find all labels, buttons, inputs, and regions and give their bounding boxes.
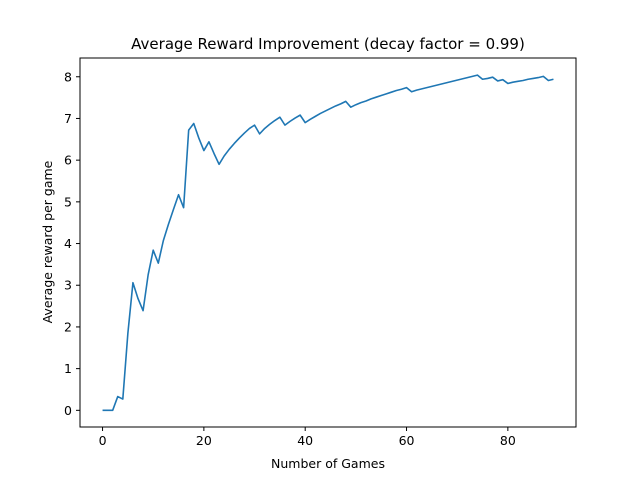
x-axis: 0 20 40 60 80 [99,427,516,448]
y-tick-label: 6 [64,153,72,168]
y-tick-label: 4 [64,236,72,251]
y-axis: 0 1 2 3 4 5 6 7 8 [64,69,80,418]
y-tick-label: 3 [64,278,72,293]
x-tick-label: 20 [196,433,212,448]
y-tick-label: 1 [64,361,72,376]
y-axis-label: Average reward per game [40,160,55,323]
y-tick-label: 2 [64,319,72,334]
series-line-0 [102,74,554,412]
x-tick-label: 40 [297,433,313,448]
chart-title: Average Reward Improvement (decay factor… [131,35,525,53]
y-tick-label: 8 [64,69,72,84]
plot-frame [79,57,577,428]
x-tick-label: 60 [399,433,415,448]
x-tick-label: 80 [500,433,516,448]
y-tick-label: 0 [64,403,72,418]
y-tick-label: 7 [64,111,72,126]
x-axis-label: Number of Games [271,456,385,471]
x-tick-label: 0 [99,433,107,448]
plot-area [102,74,554,412]
y-tick-label: 5 [64,194,72,209]
